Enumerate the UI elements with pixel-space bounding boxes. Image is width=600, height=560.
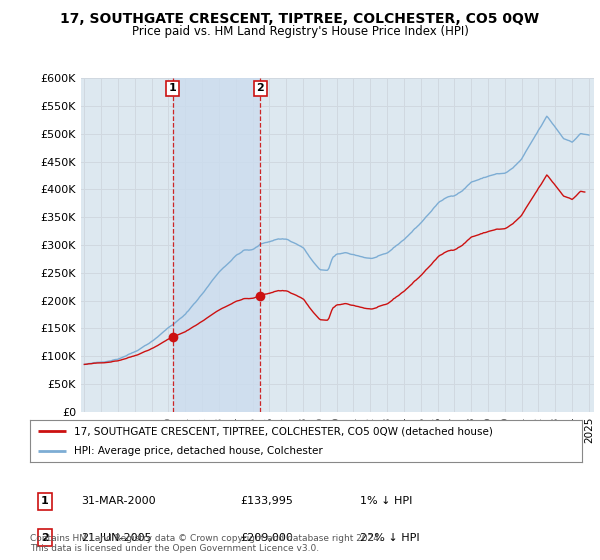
Text: Price paid vs. HM Land Registry's House Price Index (HPI): Price paid vs. HM Land Registry's House … — [131, 25, 469, 38]
Text: 1: 1 — [169, 83, 176, 94]
Text: Contains HM Land Registry data © Crown copyright and database right 2024.
This d: Contains HM Land Registry data © Crown c… — [30, 534, 382, 553]
Text: 17, SOUTHGATE CRESCENT, TIPTREE, COLCHESTER, CO5 0QW (detached house): 17, SOUTHGATE CRESCENT, TIPTREE, COLCHES… — [74, 426, 493, 436]
Text: 2: 2 — [257, 83, 265, 94]
Text: 31-MAR-2000: 31-MAR-2000 — [81, 496, 155, 506]
Text: 2: 2 — [41, 533, 49, 543]
Text: 21-JUN-2005: 21-JUN-2005 — [81, 533, 152, 543]
Text: 1: 1 — [41, 496, 49, 506]
Text: £209,000: £209,000 — [240, 533, 293, 543]
Text: 22% ↓ HPI: 22% ↓ HPI — [360, 533, 419, 543]
Bar — [173, 78, 260, 412]
Text: 1% ↓ HPI: 1% ↓ HPI — [360, 496, 412, 506]
Text: 17, SOUTHGATE CRESCENT, TIPTREE, COLCHESTER, CO5 0QW: 17, SOUTHGATE CRESCENT, TIPTREE, COLCHES… — [61, 12, 539, 26]
Text: HPI: Average price, detached house, Colchester: HPI: Average price, detached house, Colc… — [74, 446, 323, 456]
Text: £133,995: £133,995 — [240, 496, 293, 506]
